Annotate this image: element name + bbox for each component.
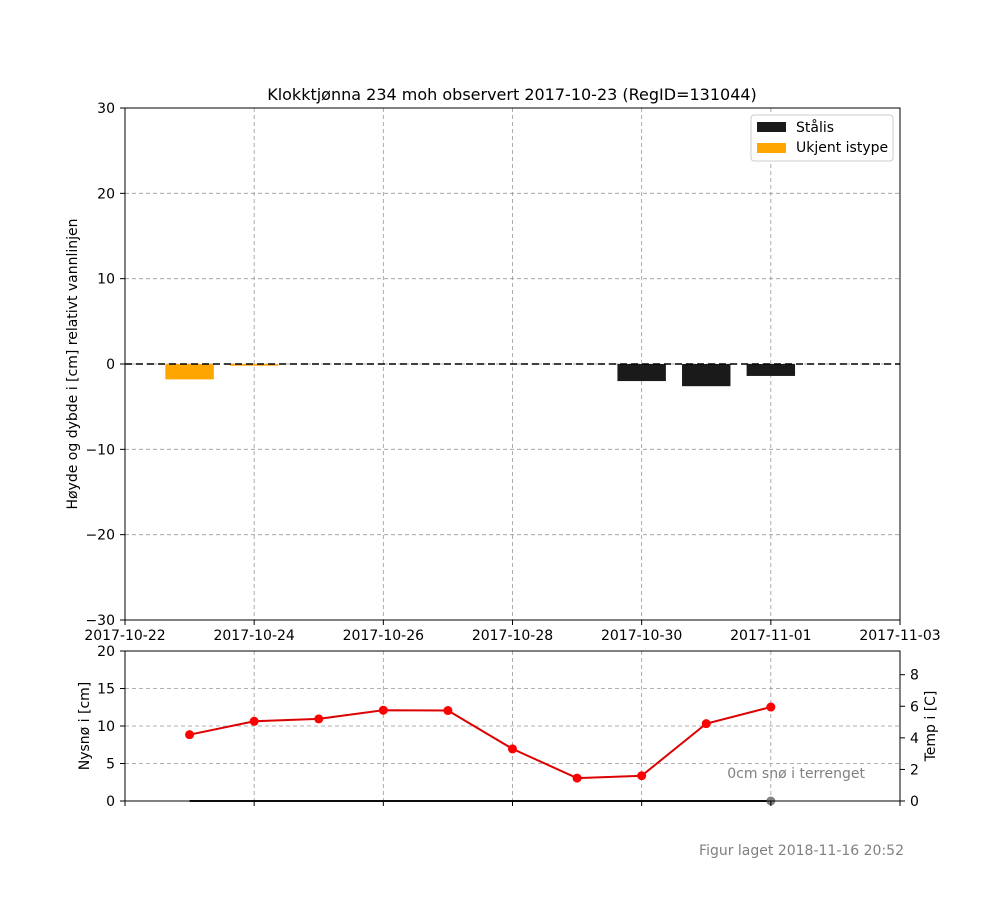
ice-chart-bars [165, 364, 796, 387]
ice-x-tick-label: 2017-10-30 [601, 628, 682, 644]
chart-title: Klokktjønna 234 moh observert 2017-10-23… [267, 85, 757, 104]
snow-axis-label: Nysnø i [cm] [77, 682, 93, 771]
ice-y-tick-label: −20 [85, 528, 115, 544]
weather-chart-left-ticks: 0 5 10 15 20 [97, 644, 125, 810]
ice-x-tick-label: 2017-11-03 [859, 628, 940, 644]
ice-x-tick-label: 2017-10-28 [472, 628, 553, 644]
ice-y-tick-label: −10 [85, 442, 115, 458]
temperature-point [637, 771, 647, 781]
temp-y-tick-label: 6 [910, 699, 919, 715]
ice-y-tick-label: 0 [106, 357, 115, 373]
ice-y-tick-label: 10 [97, 272, 115, 288]
weather-chart: 0 5 10 15 20 0 2 4 6 8 Nysnø i [cm] Temp i [C] 0… [77, 644, 939, 810]
temp-axis-label: Temp i [C] [923, 691, 939, 763]
temp-y-tick-label: 8 [910, 668, 919, 684]
ice-x-tick-label: 2017-10-24 [213, 628, 294, 644]
bar-ukjent-istype [165, 364, 214, 380]
legend-box [750, 114, 894, 162]
temperature-point [508, 744, 517, 754]
weather-chart-x-ticks [124, 801, 901, 806]
temperature-point [443, 706, 453, 716]
temperature-point [314, 714, 324, 724]
bar-ukjent-istype [229, 364, 279, 366]
legend-swatch-ukjent [757, 143, 786, 153]
ice-y-tick-label: 20 [97, 186, 115, 202]
weather-chart-lines [185, 702, 776, 806]
legend: Stålis Ukjent istype [750, 114, 894, 162]
ice-chart: Klokktjønna 234 moh observert 2017-10-23… [65, 85, 941, 644]
ice-chart-x-ticks: 2017-10-22 2017-10-24 2017-10-26 2017-10-28… [84, 620, 941, 644]
temperature-point [378, 705, 388, 715]
legend-swatch-stalis [757, 122, 786, 132]
legend-label-ukjent: Ukjent istype [796, 140, 888, 156]
footer-timestamp: Figur laget 2018-11-16 20:52 [699, 843, 904, 859]
ice-x-tick-label: 2017-10-22 [84, 628, 165, 644]
temperature-line [189, 706, 772, 780]
ice-x-tick-label: 2017-11-01 [730, 628, 811, 644]
temperature-point [701, 719, 711, 729]
temperature-point [766, 702, 776, 712]
bar-stalis [682, 364, 731, 387]
ice-chart-y-axis-label: Høyde og dybde i [cm] relativt vannlinje… [65, 218, 81, 509]
temperature-point [185, 730, 195, 740]
weather-chart-right-ticks: 0 2 4 6 8 [900, 668, 919, 810]
snow-y-tick-label: 0 [106, 794, 115, 810]
bar-stalis [746, 364, 796, 376]
bar-stalis [617, 364, 666, 382]
ice-chart-y-ticks: 30 20 10 0 −10 −20 −30 [85, 101, 125, 629]
snow-annotation: 0cm snø i terrenget [727, 766, 865, 782]
snow-y-tick-label: 10 [97, 719, 115, 735]
snow-y-tick-label: 5 [106, 757, 115, 773]
ice-x-tick-label: 2017-10-26 [343, 628, 424, 644]
temperature-point [572, 773, 582, 783]
ice-y-tick-label: 30 [97, 101, 115, 117]
temperature-point [249, 716, 259, 726]
ice-y-tick-label: −30 [85, 613, 115, 629]
snow-y-tick-label: 15 [97, 682, 115, 698]
temp-y-tick-label: 4 [910, 731, 919, 747]
temp-y-tick-label: 0 [910, 794, 919, 810]
legend-label-stalis: Stålis [796, 119, 834, 136]
temp-y-tick-label: 2 [910, 762, 919, 778]
snow-y-tick-label: 20 [97, 644, 115, 660]
